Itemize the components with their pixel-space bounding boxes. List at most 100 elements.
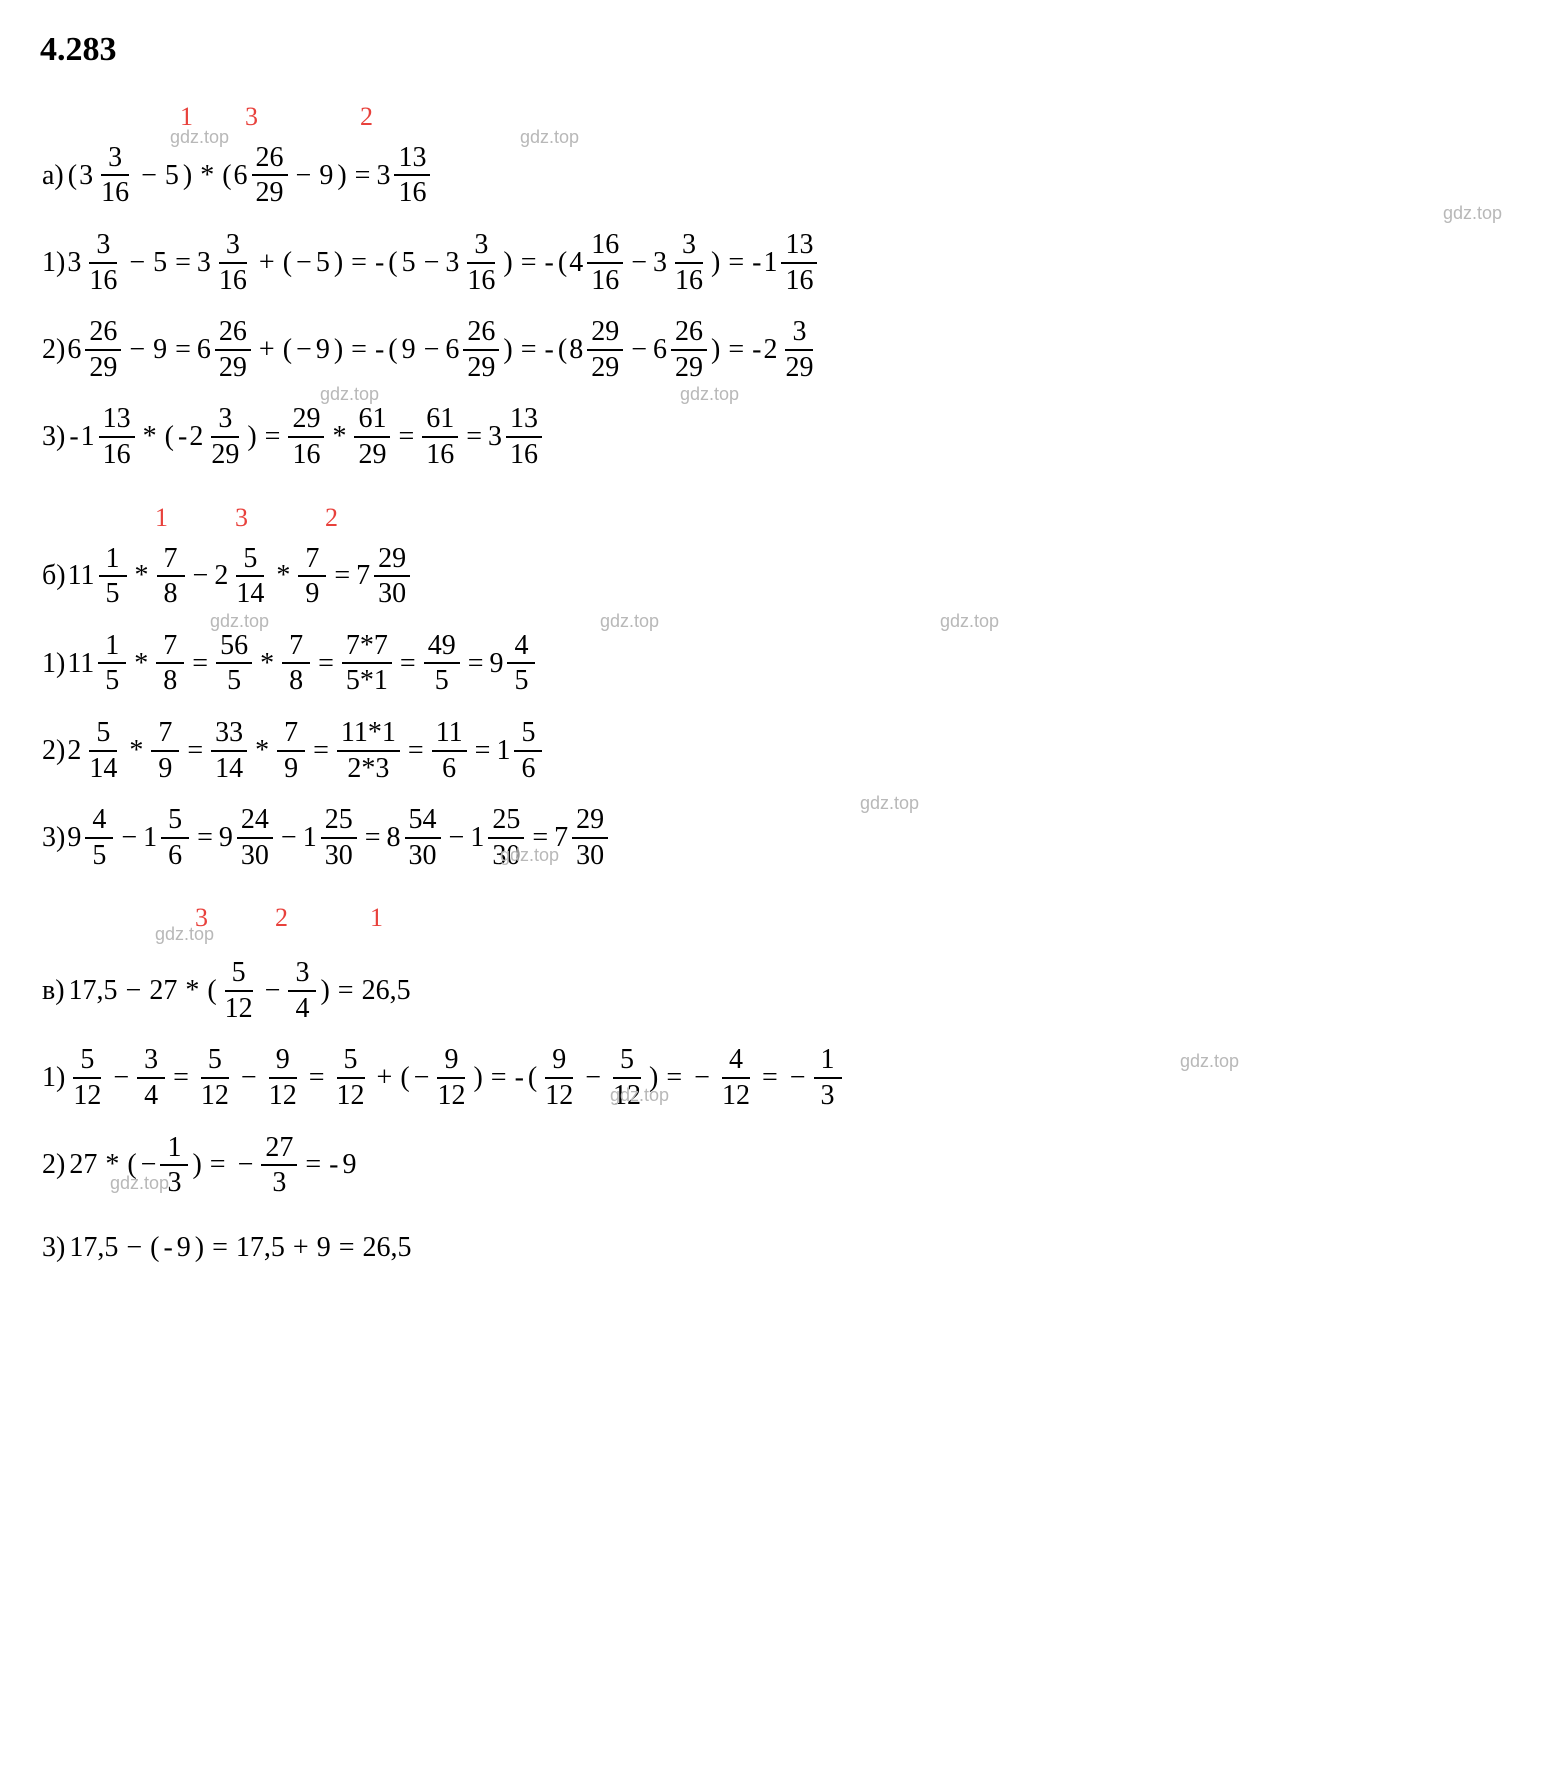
mixed: 41616 xyxy=(569,228,625,297)
mixed: 62629 xyxy=(653,315,709,384)
fraction: 116 xyxy=(432,716,467,785)
minus: − xyxy=(129,333,145,367)
neg: − xyxy=(296,246,312,280)
part-b-expression: б) 1115 * 78 − 2514 * 79 = 72930 xyxy=(40,542,1502,611)
watermark: gdz.top xyxy=(1180,1051,1239,1073)
mixed: 72930 xyxy=(554,803,610,872)
label-b: б) xyxy=(42,559,66,593)
paren: ) xyxy=(473,1061,482,1095)
neg: − xyxy=(296,333,312,367)
mixed: 62629 xyxy=(197,315,253,384)
equals: = xyxy=(187,734,203,768)
num: 9 xyxy=(317,1231,331,1265)
num: 27 xyxy=(69,1148,97,1182)
paren-close: ) xyxy=(337,159,346,193)
equals: = xyxy=(408,734,424,768)
paren: ) xyxy=(711,246,720,280)
paren: ( xyxy=(400,1061,409,1095)
mixed: 156 xyxy=(143,803,191,872)
problem-number: 4.283 xyxy=(40,30,1502,71)
neg: - xyxy=(163,1231,172,1265)
mixed: 945 xyxy=(489,629,537,698)
multiply: * xyxy=(135,559,149,593)
sup-2: 2 xyxy=(360,101,373,132)
equals: = xyxy=(728,333,744,367)
watermark: gdz.top xyxy=(600,611,659,633)
paren: ( xyxy=(558,246,567,280)
equals: = xyxy=(309,1061,325,1095)
neg: - xyxy=(545,333,554,367)
multiply: * xyxy=(134,647,148,681)
fraction: 273 xyxy=(261,1131,297,1200)
paren-open: ( xyxy=(68,159,77,193)
step-label: 3) xyxy=(42,821,65,855)
sup: 2 xyxy=(275,902,288,933)
minus: − xyxy=(265,974,281,1008)
paren: ) xyxy=(649,1061,658,1095)
neg: - xyxy=(178,420,187,454)
paren: ) xyxy=(503,333,512,367)
mixed-6-26-29: 6 2629 xyxy=(234,141,290,210)
watermark: gdz.top xyxy=(940,611,999,633)
fraction: 11*12*3 xyxy=(337,716,400,785)
part-a-step-3: gdz.top gdz.top 3) - 11316 * ( - 2329 ) … xyxy=(40,402,1502,471)
sup: 1 xyxy=(155,502,168,533)
equals: = xyxy=(398,420,414,454)
mixed: 12530 xyxy=(303,803,359,872)
part-c-step-1: gdz.top gdz.top 1) 512 − 34 = 512 − 912 … xyxy=(40,1043,1502,1112)
minus: − xyxy=(113,1061,129,1095)
neg: - xyxy=(752,246,761,280)
fraction: 412 xyxy=(718,1043,754,1112)
minus: − xyxy=(585,1061,601,1095)
num: 5 xyxy=(316,246,330,280)
part-a-expression: gdz.top gdz.top а) ( 3 316 − 5 ) * ( 6 2… xyxy=(40,141,1502,210)
equals: = xyxy=(728,246,744,280)
equals: = xyxy=(197,821,213,855)
minus: − xyxy=(121,821,137,855)
paren: ) xyxy=(503,246,512,280)
step-label: 1) xyxy=(42,246,65,280)
mixed: 3316 xyxy=(197,228,253,297)
paren: ) xyxy=(192,1148,201,1182)
equals: = xyxy=(192,647,208,681)
mixed: 11316 xyxy=(81,402,137,471)
sup: 2 xyxy=(325,502,338,533)
multiply: * xyxy=(276,559,290,593)
fraction: 13 xyxy=(814,1043,842,1112)
paren: ) xyxy=(334,246,343,280)
num: 17,5 xyxy=(236,1231,285,1265)
fraction: 512 xyxy=(333,1043,369,1112)
multiply: * xyxy=(129,734,143,768)
neg: - xyxy=(69,420,78,454)
mixed: 945 xyxy=(67,803,115,872)
minus: − xyxy=(129,246,145,280)
minus: − xyxy=(241,1061,257,1095)
paren: ( xyxy=(528,1061,537,1095)
fraction: 512 xyxy=(69,1043,105,1112)
fraction: 2916 xyxy=(288,402,324,471)
minus: − xyxy=(281,821,297,855)
multiply: * xyxy=(105,1148,119,1182)
multiply: * xyxy=(260,647,274,681)
num-5: 5 xyxy=(165,159,179,193)
paren: ( xyxy=(207,974,216,1008)
num: 5 xyxy=(153,246,167,280)
mixed: 1115 xyxy=(67,629,128,698)
plus: + xyxy=(259,246,275,280)
paren: ) xyxy=(711,333,720,367)
mixed: 11316 xyxy=(763,228,819,297)
neg: - xyxy=(329,1148,338,1182)
fraction: 79 xyxy=(277,716,305,785)
neg: - xyxy=(375,333,384,367)
paren: ( xyxy=(388,333,397,367)
multiply: * xyxy=(332,420,346,454)
plus: + xyxy=(377,1061,393,1095)
result-3-13-16: 3 1316 xyxy=(376,141,432,210)
equals: = xyxy=(173,1061,189,1095)
equals: = xyxy=(666,1061,682,1095)
paren: ( xyxy=(127,1148,136,1182)
part-b-order-superscripts: 1 3 2 xyxy=(40,502,1502,532)
minus: − xyxy=(296,159,312,193)
neg: − xyxy=(790,1061,806,1095)
label-c: в) xyxy=(42,974,65,1008)
